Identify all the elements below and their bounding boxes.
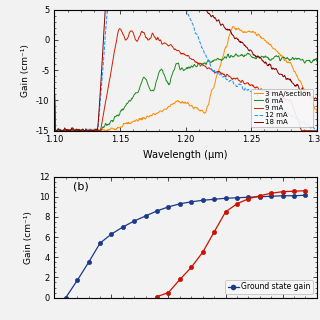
- 6 mA: [122, 106, 126, 110]
- 3 mA/section: [52, 83, 56, 87]
- 9 mA: [175, 49, 179, 52]
- 12 mA: [100, 73, 104, 76]
- 6 mA: [245, 51, 249, 55]
- Line: 12 mA: 12 mA: [54, 10, 320, 131]
- Legend: Ground state gain: Ground state gain: [225, 280, 313, 294]
- 3 mA/section: [175, 100, 179, 103]
- 6 mA: [175, 62, 179, 66]
- 12 mA: [175, 8, 179, 12]
- 18 mA: [256, 54, 260, 58]
- Line: 3 mA/section: 3 mA/section: [54, 27, 320, 131]
- 9 mA: [53, 129, 57, 132]
- 9 mA: [212, 69, 216, 73]
- 6 mA: [256, 54, 260, 58]
- 18 mA: [53, 129, 57, 132]
- 9 mA: [52, 84, 56, 88]
- 18 mA: [52, 84, 56, 88]
- 6 mA: [53, 129, 57, 132]
- 9 mA: [100, 118, 104, 122]
- 3 mA/section: [231, 25, 235, 28]
- 12 mA: [256, 93, 260, 97]
- 6 mA: [100, 126, 104, 130]
- 3 mA/section: [212, 86, 215, 90]
- Line: 18 mA: 18 mA: [54, 10, 320, 131]
- Y-axis label: Gain (cm⁻¹): Gain (cm⁻¹): [25, 211, 34, 264]
- 3 mA/section: [256, 33, 260, 37]
- 9 mA: [256, 86, 260, 90]
- 6 mA: [52, 84, 56, 88]
- 18 mA: [104, 8, 108, 12]
- 12 mA: [54, 129, 58, 132]
- 18 mA: [123, 8, 126, 12]
- 12 mA: [212, 70, 216, 74]
- 9 mA: [233, 76, 237, 80]
- Legend: 3 mA/section, 6 mA, 9 mA, 12 mA, 18 mA: 3 mA/section, 6 mA, 9 mA, 12 mA, 18 mA: [252, 89, 313, 127]
- 12 mA: [106, 8, 109, 12]
- 3 mA/section: [122, 122, 126, 126]
- 3 mA/section: [100, 127, 104, 131]
- 12 mA: [52, 82, 56, 86]
- 12 mA: [233, 83, 237, 87]
- Text: (b): (b): [73, 182, 89, 192]
- 6 mA: [212, 60, 215, 63]
- 18 mA: [100, 54, 104, 58]
- Line: 6 mA: 6 mA: [54, 53, 320, 131]
- 9 mA: [118, 27, 122, 31]
- 12 mA: [123, 8, 126, 12]
- 18 mA: [233, 37, 237, 41]
- 3 mA/section: [233, 27, 237, 30]
- Y-axis label: Gain (cm⁻¹): Gain (cm⁻¹): [21, 44, 30, 97]
- Line: 9 mA: 9 mA: [54, 29, 320, 131]
- 18 mA: [175, 8, 179, 12]
- 9 mA: [123, 36, 126, 39]
- 3 mA/section: [54, 129, 58, 132]
- 6 mA: [233, 54, 236, 58]
- X-axis label: Wavelength (μm): Wavelength (μm): [143, 150, 228, 160]
- 18 mA: [212, 15, 216, 19]
